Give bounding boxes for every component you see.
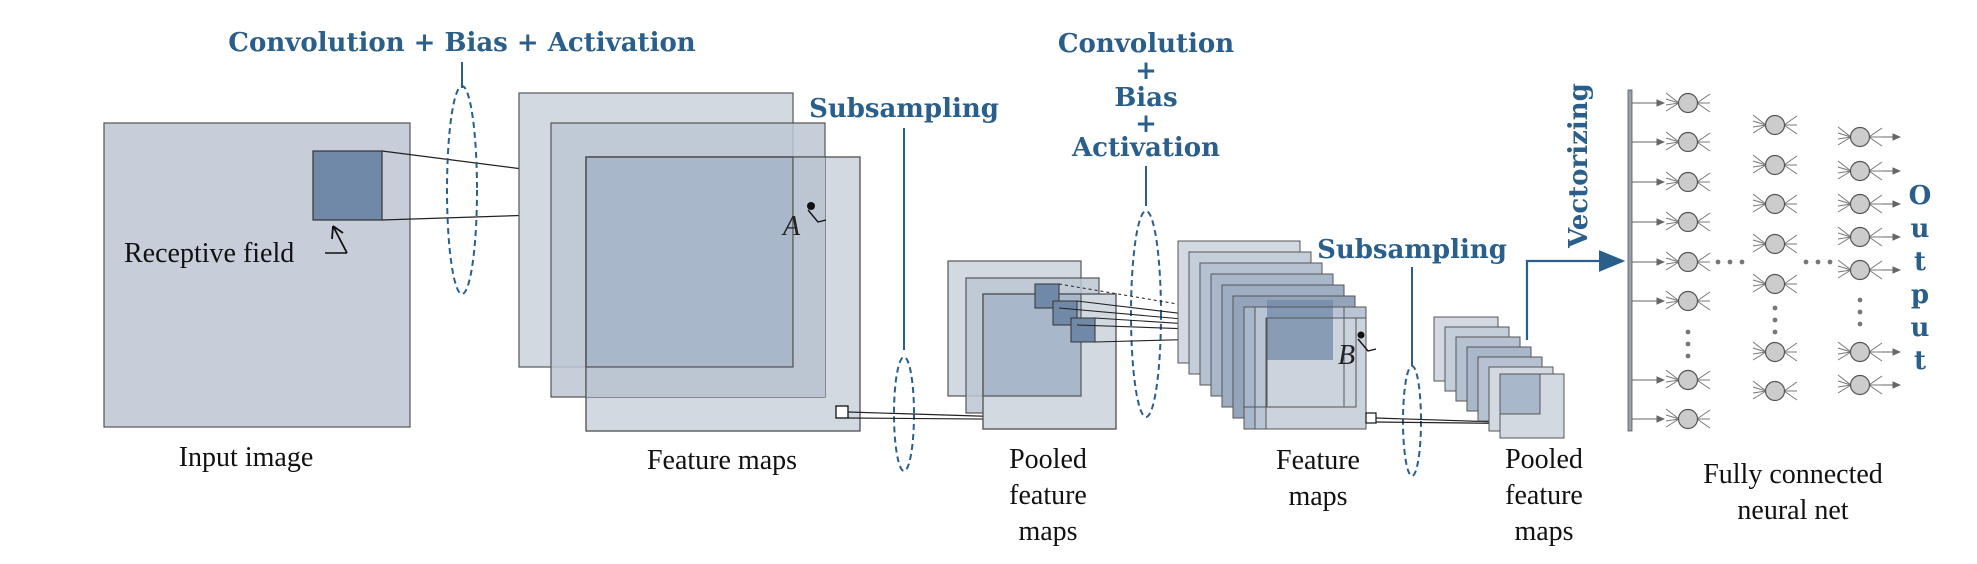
neuron xyxy=(1677,251,1699,273)
pooled-feature-maps-1 xyxy=(947,260,1117,430)
feature-maps-2-line2: maps xyxy=(1288,481,1347,512)
pooled-1-line1: Pooled xyxy=(1009,444,1087,475)
neuron xyxy=(1764,380,1786,402)
fully-connected-net xyxy=(1627,89,1902,432)
neuron xyxy=(1677,92,1699,114)
pool-window-1 xyxy=(835,405,849,419)
neuron xyxy=(1849,341,1871,363)
neuron xyxy=(1764,273,1786,295)
fc-line2: neural net xyxy=(1737,495,1848,526)
receptive-field xyxy=(312,150,383,221)
input-bar xyxy=(1627,89,1633,432)
feature-maps-2-line1: Feature xyxy=(1276,445,1360,476)
feature-maps-2: B xyxy=(1177,240,1377,430)
fc-line1: Fully connected xyxy=(1703,459,1883,490)
subsampling-2-label: Subsampling xyxy=(1317,235,1507,265)
conv2-ellipse xyxy=(1130,210,1162,418)
feature-maps-1: A xyxy=(518,92,861,432)
neuron xyxy=(1764,114,1786,136)
neuron xyxy=(1677,211,1699,233)
neuron xyxy=(1849,259,1871,281)
svg-text:Activation: Activation xyxy=(1071,133,1220,163)
conv2-label: Convolution + Bias + Activation xyxy=(1058,29,1234,163)
pooled-2-line1: Pooled xyxy=(1505,444,1583,475)
feature-maps-1-label: Feature maps xyxy=(647,445,797,476)
neuron xyxy=(1849,226,1871,248)
neuron xyxy=(1677,369,1699,391)
pooled-1-line3: maps xyxy=(1018,516,1077,547)
neuron xyxy=(1677,408,1699,430)
vectorizing-label: Vectorizing xyxy=(1564,83,1594,249)
point-b-label: B xyxy=(1338,340,1355,371)
neuron xyxy=(1849,374,1871,396)
neuron xyxy=(1764,154,1786,176)
input-image-block: Receptive field xyxy=(103,122,411,428)
pooled-1-line2: feature xyxy=(1009,480,1087,511)
svg-text:Bias: Bias xyxy=(1114,83,1177,113)
svg-text:+: + xyxy=(1135,109,1157,139)
neuron xyxy=(1677,290,1699,312)
neuron xyxy=(1849,160,1871,182)
subsampling-1-label: Subsampling xyxy=(809,94,999,124)
neuron xyxy=(1677,131,1699,153)
neuron xyxy=(1764,193,1786,215)
neuron xyxy=(1677,171,1699,193)
pooled-2-line2: feature xyxy=(1505,480,1583,511)
neuron xyxy=(1764,233,1786,255)
neuron xyxy=(1849,193,1871,215)
neuron xyxy=(1764,341,1786,363)
receptive-field-label: Receptive field xyxy=(124,238,294,269)
point-a-label: A xyxy=(781,211,801,242)
pooled-2-line3: maps xyxy=(1514,516,1573,547)
svg-text:Convolution: Convolution xyxy=(1058,29,1234,59)
neuron xyxy=(1849,126,1871,148)
pool-window-2 xyxy=(1365,412,1377,424)
conv1-ellipse xyxy=(446,85,478,295)
conv1-label: Convolution + Bias + Activation xyxy=(228,28,695,58)
svg-text:+: + xyxy=(1135,56,1157,86)
pooled-feature-maps-2 xyxy=(1433,316,1565,439)
subsampling-2-ellipse xyxy=(1402,365,1422,477)
input-image-label: Input image xyxy=(179,442,314,473)
